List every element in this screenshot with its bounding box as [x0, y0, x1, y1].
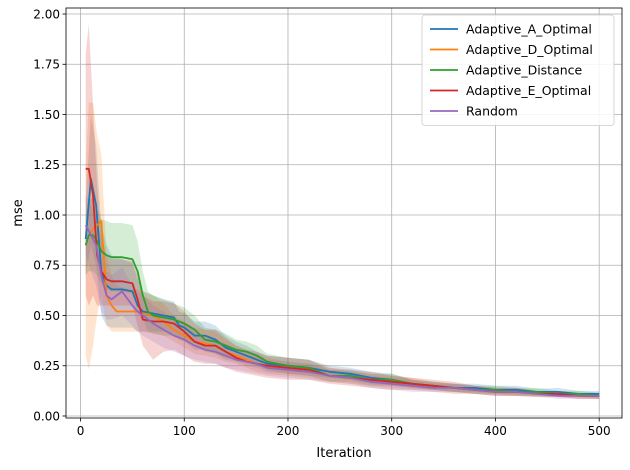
x-tick-label: 300	[380, 424, 403, 438]
y-tick-label: 1.50	[33, 108, 60, 122]
grid	[66, 8, 622, 418]
legend-label-adaptive-a-optimal: Adaptive_A_Optimal	[466, 22, 592, 37]
legend-label-adaptive-distance: Adaptive_Distance	[466, 63, 583, 78]
x-tick-label: 500	[588, 424, 611, 438]
line-random	[84, 224, 600, 397]
y-tick-label: 0.00	[33, 409, 60, 423]
x-tick-label: 400	[484, 424, 507, 438]
y-tick-label: 1.75	[33, 58, 60, 72]
plot-frame	[65, 7, 623, 419]
legend: Adaptive_A_Optimal Adaptive_D_Optimal Adap…	[421, 14, 615, 126]
y-axis-title: mse	[11, 199, 26, 226]
line-adaptive-a-optimal	[84, 177, 600, 395]
legend-label-adaptive-d-optimal: Adaptive_D_Optimal	[466, 42, 593, 57]
y-tick-label: 2.00	[33, 7, 60, 21]
y-tick-label: 0.25	[33, 359, 60, 373]
band-adaptive-a-optimal	[85, 114, 600, 397]
y-axis-ticks: 0.00 0.25 0.50 0.75 1.00 1.25 1.50 1.75 2.00	[33, 7, 66, 423]
band-adaptive-distance	[85, 198, 600, 399]
series-lines	[84, 167, 600, 397]
legend-label-adaptive-e-optimal: Adaptive_E_Optimal	[466, 83, 591, 98]
legend-label-random: Random	[466, 104, 518, 119]
band-random	[85, 194, 600, 399]
y-tick-label: 0.50	[33, 309, 60, 323]
y-tick-label: 1.25	[33, 158, 60, 172]
y-tick-label: 0.75	[33, 259, 60, 273]
legend-box	[421, 14, 615, 126]
x-axis-title: Iteration	[316, 446, 371, 461]
confidence-bands	[85, 24, 600, 399]
y-tick-label: 1.00	[33, 208, 60, 222]
x-tick-label: 200	[277, 424, 300, 438]
x-tick-label: 0	[77, 424, 85, 438]
x-tick-label: 100	[173, 424, 196, 438]
x-axis-ticks: 0 100 200 300 400 500	[77, 418, 611, 438]
